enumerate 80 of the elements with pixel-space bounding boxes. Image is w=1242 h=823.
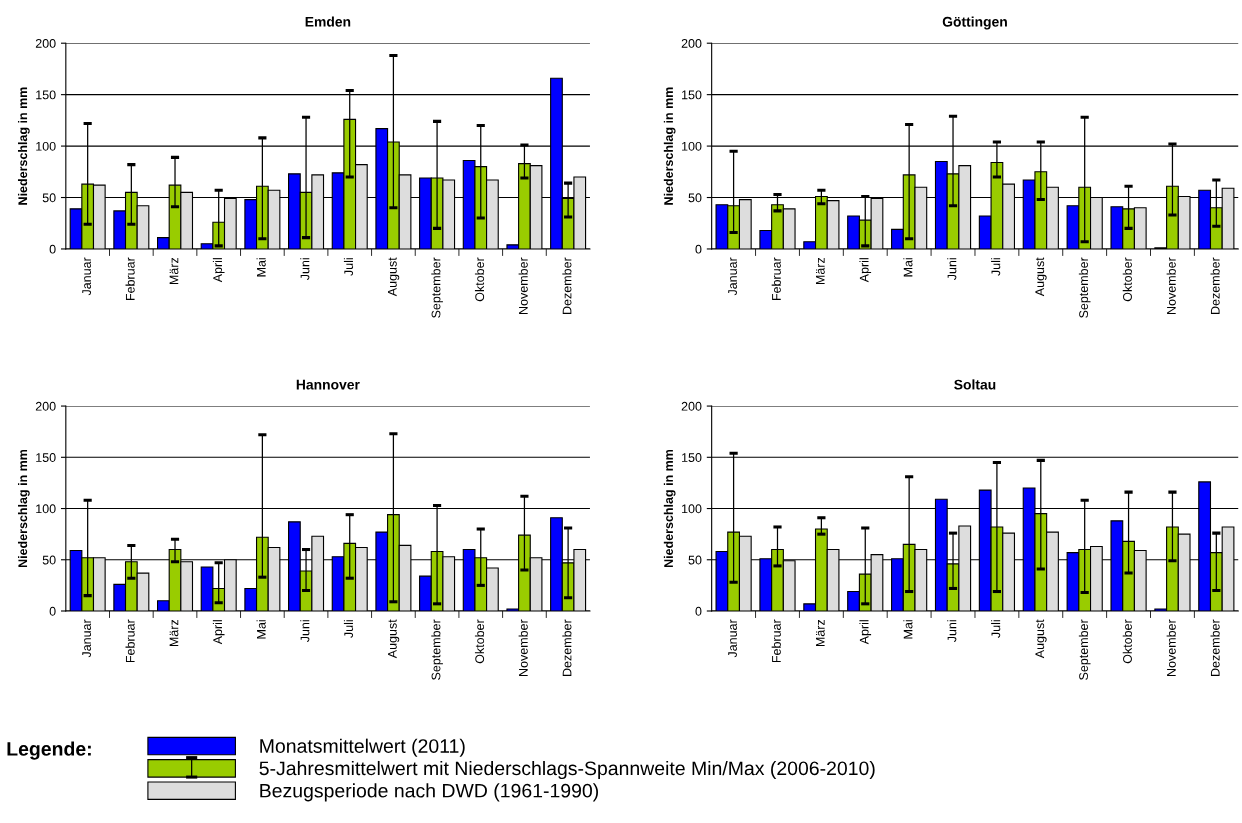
x-tick-label: August — [388, 257, 400, 297]
x-tick-label: Februar — [771, 257, 781, 301]
x-tick-label: April — [859, 620, 872, 645]
chart-title: Göttingen — [942, 16, 1007, 30]
x-tick-label: September — [431, 257, 443, 318]
y-tick-label: 200 — [35, 39, 56, 48]
y-axis-title: Niederschlag in mm — [663, 449, 676, 568]
x-tick-label: April — [212, 620, 225, 645]
x-tick-label: August — [1035, 619, 1047, 659]
y-tick-label: 50 — [688, 193, 702, 203]
y-tick-label: 0 — [695, 244, 702, 254]
x-tick-label: März — [816, 619, 825, 647]
y-tick-label: 150 — [36, 453, 56, 462]
x-tick-label: November — [518, 619, 528, 676]
legend-title: Legende: — [7, 741, 91, 760]
x-tick-label: August — [1035, 257, 1047, 297]
y-tick-label: 150 — [36, 90, 56, 100]
x-tick-label: April — [859, 258, 872, 283]
chart-title: Hannover — [296, 379, 360, 390]
y-tick-label: 50 — [42, 555, 56, 565]
x-tick-label: Juli — [343, 620, 354, 638]
x-tick-label: November — [1166, 619, 1176, 676]
x-tick-label: Juni — [300, 620, 310, 643]
x-tick-label: Januar — [728, 257, 737, 296]
x-tick-label: November — [518, 257, 528, 314]
y-axis-title: Niederschlag in mm — [17, 87, 30, 205]
y-tick-label: 100 — [36, 141, 56, 151]
y-tick-label: 200 — [681, 39, 702, 48]
x-tick-label: Juni — [300, 258, 310, 281]
x-tick-label: Dezember — [562, 619, 572, 676]
x-tick-label: Juli — [991, 258, 1001, 276]
x-tick-label: März — [816, 257, 825, 285]
y-tick-label: 50 — [42, 193, 56, 203]
x-tick-label: Dezember — [562, 257, 572, 314]
x-tick-label: Februar — [771, 619, 781, 663]
y-tick-label: 200 — [681, 401, 702, 411]
x-tick-label: Juni — [947, 258, 957, 281]
x-tick-label: Oktober — [1122, 257, 1132, 302]
y-tick-label: 0 — [695, 606, 702, 616]
x-tick-label: Januar — [82, 257, 92, 296]
x-tick-label: Oktober — [474, 619, 485, 664]
x-tick-label: Juni — [947, 620, 957, 643]
x-tick-label: Mai — [256, 620, 266, 639]
x-tick-label: März — [169, 619, 179, 647]
x-tick-label: Juli — [991, 620, 1001, 638]
y-tick-label: 100 — [682, 504, 702, 514]
chart-title: Emden — [305, 16, 351, 27]
y-tick-label: 100 — [36, 504, 56, 514]
chart-title: Soltau — [954, 379, 996, 390]
x-tick-label: September — [1078, 619, 1091, 680]
x-tick-label: April — [212, 258, 225, 283]
y-tick-label: 150 — [682, 453, 702, 462]
y-tick-label: 0 — [49, 244, 56, 254]
x-tick-label: September — [1078, 257, 1091, 318]
x-tick-label: Februar — [125, 619, 135, 663]
y-tick-label: 150 — [682, 90, 702, 100]
x-tick-label: Oktober — [474, 257, 485, 302]
y-tick-label: 200 — [35, 401, 56, 411]
x-tick-label: Januar — [82, 619, 92, 658]
legend-label: 5-Jahresmittelwert mit Niederschlags-Spannweite Min/Max (2006-2010) — [259, 760, 875, 780]
x-tick-label: Mai — [256, 258, 266, 277]
x-tick-label: August — [388, 619, 400, 659]
x-tick-label: Januar — [728, 619, 737, 658]
x-tick-label: Dezember — [1210, 257, 1220, 314]
x-tick-label: Juli — [343, 258, 354, 276]
x-tick-label: Mai — [903, 258, 913, 277]
x-tick-label: Oktober — [1122, 619, 1132, 664]
x-tick-label: Februar — [125, 257, 135, 301]
x-tick-label: November — [1166, 257, 1176, 314]
y-tick-label: 0 — [49, 606, 56, 616]
x-tick-label: Mai — [903, 620, 913, 639]
legend-label: Bezugsperiode nach DWD (1961-1990) — [260, 783, 598, 802]
x-tick-label: März — [169, 257, 179, 285]
y-axis-title: Niederschlag in mm — [17, 449, 30, 568]
legend-label: Monatsmittelwert (2011) — [260, 738, 465, 757]
y-tick-label: 50 — [688, 555, 702, 565]
y-tick-label: 100 — [682, 141, 702, 151]
x-tick-label: September — [431, 619, 443, 680]
x-tick-label: Dezember — [1210, 619, 1220, 676]
y-axis-title: Niederschlag in mm — [663, 87, 676, 205]
